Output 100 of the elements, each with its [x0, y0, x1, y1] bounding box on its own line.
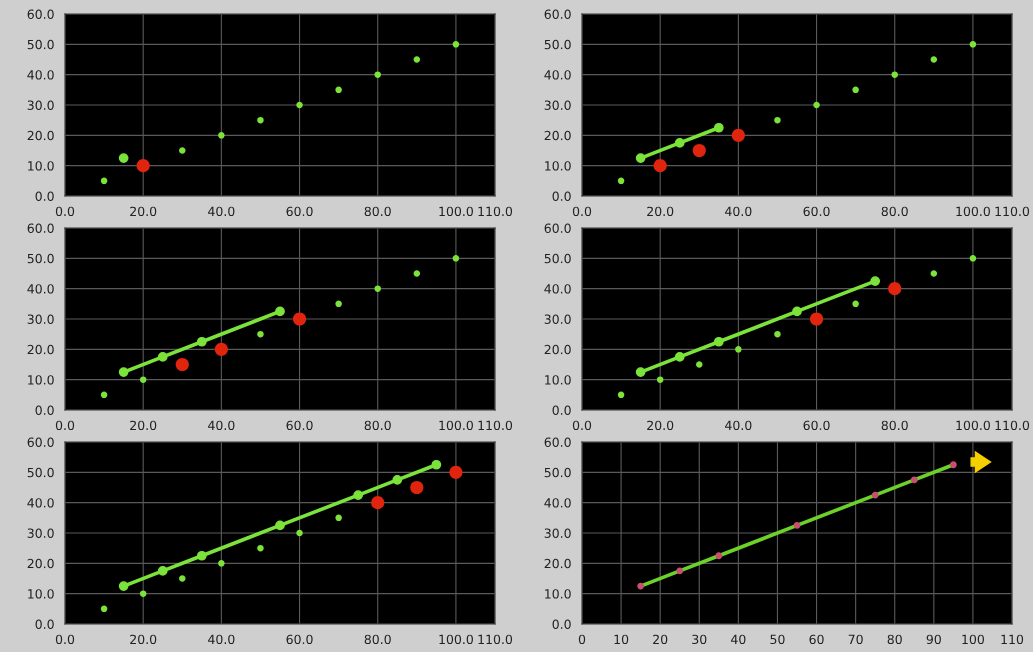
y-tick-label: 20.0 — [544, 344, 571, 355]
point — [617, 391, 625, 399]
x-tick-label: 0.0 — [572, 206, 592, 217]
x-tick-label: 80 — [887, 634, 902, 645]
point — [374, 285, 381, 292]
x-tick-label: 20 — [653, 634, 668, 645]
point — [374, 71, 381, 78]
point — [118, 581, 129, 591]
point — [635, 367, 646, 377]
x-tick-label: 100.0 — [439, 634, 473, 645]
x-tick-label: 90 — [926, 634, 941, 645]
y-tick-label: 30.0 — [27, 314, 54, 324]
x-tick-label: 30 — [692, 634, 707, 645]
x-tick-label: 60.0 — [286, 634, 313, 645]
y-tick-label: 10.0 — [545, 375, 571, 385]
point — [656, 376, 664, 383]
x-tick-label: 20.0 — [647, 420, 674, 431]
point — [196, 336, 207, 347]
point — [891, 71, 898, 78]
y-tick-label: 0.0 — [552, 191, 571, 201]
point — [371, 496, 385, 510]
y-tick-label: 50.0 — [544, 253, 571, 264]
x-tick-label: 40.0 — [208, 206, 235, 217]
point — [413, 56, 421, 63]
point — [139, 590, 147, 597]
point — [930, 56, 938, 63]
point — [292, 312, 307, 326]
x-tick-label: 20.0 — [647, 206, 674, 217]
y-tick-label: 0.0 — [552, 405, 571, 415]
y-tick-label: 50.0 — [27, 253, 54, 264]
y-tick-label: 30.0 — [544, 528, 571, 538]
point — [731, 128, 745, 142]
x-tick-label: 70 — [848, 634, 863, 645]
x-tick-label: 0.0 — [572, 420, 592, 431]
point — [910, 476, 918, 484]
point — [100, 605, 108, 613]
x-tick-label: 0.0 — [55, 206, 75, 217]
x-tick-label: 100.0 — [956, 420, 990, 431]
point — [296, 101, 303, 109]
x-tick-label: 100.0 — [439, 206, 473, 217]
y-tick-label: 20.0 — [27, 130, 54, 141]
point — [218, 560, 225, 567]
x-tick-label: 20.0 — [130, 634, 157, 645]
point — [296, 529, 303, 537]
point — [653, 159, 667, 173]
point — [257, 330, 264, 338]
point — [353, 490, 364, 500]
point — [100, 391, 108, 399]
y-tick-label: 40.0 — [27, 498, 54, 508]
x-tick-label: 50 — [770, 634, 785, 645]
y-tick-label: 60.0 — [544, 9, 571, 19]
point — [713, 336, 724, 347]
y-tick-label: 10.0 — [545, 589, 571, 599]
point — [452, 41, 460, 48]
y-tick-label: 40.0 — [544, 70, 571, 80]
point — [635, 153, 646, 163]
x-tick-label: 100.0 — [439, 420, 473, 431]
point — [452, 255, 460, 262]
point — [335, 514, 342, 522]
point — [449, 465, 463, 479]
y-tick-label: 20.0 — [544, 130, 571, 141]
point — [118, 367, 129, 377]
point — [692, 143, 706, 158]
x-tick-label: 100.0 — [956, 206, 990, 217]
point — [930, 270, 938, 277]
point — [813, 101, 820, 109]
point — [157, 566, 168, 576]
x-tick-label: 40.0 — [208, 420, 235, 431]
y-tick-label: 50.0 — [544, 467, 571, 478]
y-tick-label: 30.0 — [27, 100, 54, 110]
y-tick-label: 40.0 — [27, 284, 54, 294]
x-tick-label: 100 — [962, 634, 985, 645]
x-tick-label: 0 — [578, 634, 586, 645]
point — [335, 86, 342, 94]
y-tick-label: 50.0 — [27, 467, 54, 478]
x-tick-label: 60.0 — [803, 420, 830, 431]
y-tick-label: 10.0 — [28, 589, 54, 599]
point — [196, 550, 207, 561]
point — [870, 276, 881, 286]
x-tick-label: 110.0 — [478, 634, 513, 645]
point — [793, 522, 801, 529]
point — [139, 376, 147, 383]
point — [431, 459, 442, 470]
x-tick-label: 80.0 — [364, 420, 391, 431]
x-tick-label: 20.0 — [130, 420, 157, 431]
y-tick-label: 40.0 — [544, 498, 571, 508]
y-tick-label: 60.0 — [27, 9, 54, 19]
y-tick-label: 10.0 — [545, 161, 571, 171]
point — [809, 312, 824, 326]
y-tick-label: 30.0 — [544, 314, 571, 324]
point — [696, 361, 703, 368]
x-tick-label: 60.0 — [286, 420, 313, 431]
x-tick-label: 110.0 — [478, 420, 513, 431]
x-tick-label: 110.0 — [995, 206, 1030, 217]
x-tick-label: 60.0 — [803, 206, 830, 217]
point — [275, 520, 285, 531]
x-tick-label: 0.0 — [55, 634, 75, 645]
point — [713, 122, 724, 133]
point — [792, 306, 802, 317]
y-tick-label: 0.0 — [35, 191, 54, 201]
